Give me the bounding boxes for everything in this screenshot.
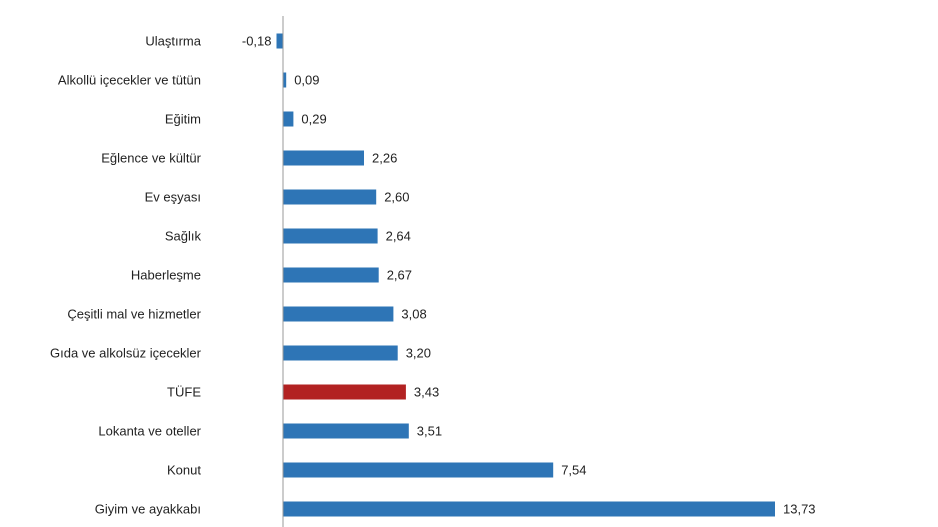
bar-cesitli-mal-ve-hizmetler: [283, 306, 394, 322]
category-label-egitim: Eğitim: [165, 112, 201, 127]
category-labels-group: Ulaştırma Alkollü içecekler ve tütün Eğiti…: [50, 34, 202, 517]
category-label-ev-esyasi: Ev eşyası: [145, 190, 201, 205]
value-label-gida-ve-alkolsuz-icecekler: 3,20: [406, 346, 431, 361]
bar-ev-esyasi: [283, 189, 377, 205]
category-label-tufe: TÜFE: [167, 385, 201, 400]
bar-saglik: [283, 228, 378, 244]
bar-gida-ve-alkolsuz-icecekler: [283, 345, 398, 361]
value-label-lokanta-ve-oteller: 3,51: [417, 424, 442, 439]
category-label-konut: Konut: [167, 463, 201, 478]
value-labels-group: -0,18 0,09 0,29 2,26 2,60 2,64 2,67 3,08 3,20 3,4…: [242, 34, 816, 517]
category-label-eglence-ve-kultur: Eğlence ve kültür: [101, 151, 201, 166]
bar-lokanta-ve-oteller: [283, 423, 409, 439]
value-label-konut: 7,54: [561, 463, 586, 478]
value-label-eglence-ve-kultur: 2,26: [372, 151, 397, 166]
bar-ulastirma: [276, 33, 283, 49]
bar-alkollu-icecekler-ve-tutun: [283, 72, 287, 88]
bar-haberlesme: [283, 267, 379, 283]
category-label-gida-ve-alkolsuz-icecekler: Gıda ve alkolsüz içecekler: [50, 346, 202, 361]
value-label-tufe: 3,43: [414, 385, 439, 400]
category-label-ulastirma: Ulaştırma: [145, 34, 201, 49]
bar-konut: [283, 462, 554, 478]
bar-tufe: [283, 384, 406, 400]
category-label-haberlesme: Haberleşme: [131, 268, 201, 283]
category-label-lokanta-ve-oteller: Lokanta ve oteller: [98, 424, 201, 439]
value-label-haberlesme: 2,67: [387, 268, 412, 283]
value-label-egitim: 0,29: [301, 112, 326, 127]
value-label-alkollu-icecekler-ve-tutun: 0,09: [294, 73, 319, 88]
category-label-saglik: Sağlık: [165, 229, 202, 244]
category-label-cesitli-mal-ve-hizmetler: Çeşitli mal ve hizmetler: [67, 307, 201, 322]
bar-egitim: [283, 111, 294, 127]
value-label-cesitli-mal-ve-hizmetler: 3,08: [401, 307, 426, 322]
value-label-saglik: 2,64: [386, 229, 411, 244]
category-label-giyim-ve-ayakkabi: Giyim ve ayakkabı: [95, 502, 201, 517]
category-label-alkollu-icecekler-ve-tutun: Alkollü içecekler ve tütün: [58, 73, 201, 88]
value-label-ulastirma: -0,18: [242, 34, 272, 49]
value-label-ev-esyasi: 2,60: [384, 190, 409, 205]
bars-group: [276, 33, 775, 517]
value-label-giyim-ve-ayakkabi: 13,73: [783, 502, 816, 517]
bar-eglence-ve-kultur: [283, 150, 364, 166]
bar-giyim-ve-ayakkabi: [283, 501, 775, 517]
